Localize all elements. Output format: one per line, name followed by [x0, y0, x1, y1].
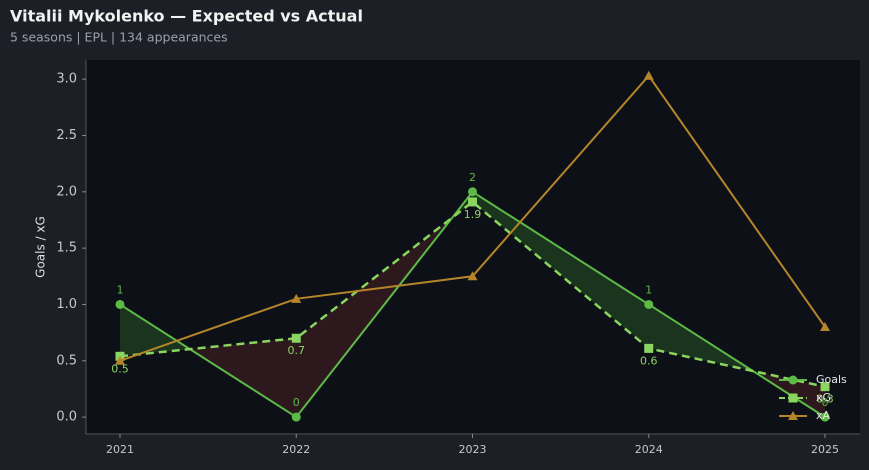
data-label: 1.9: [464, 208, 482, 221]
difference-area: [189, 338, 297, 418]
x-tick-label: 2024: [635, 443, 663, 456]
y-tick-label: 2.5: [56, 128, 77, 143]
chart-subtitle: 5 seasons | EPL | 134 appearances: [10, 30, 228, 45]
legend-marker: [788, 375, 798, 385]
marker: [643, 70, 654, 80]
data-label: 2: [469, 171, 476, 184]
difference-area: [472, 191, 649, 349]
legend-marker: [788, 411, 798, 420]
data-label: 0.3: [816, 393, 834, 406]
series-line: [119, 200, 826, 388]
data-label: 0.7: [288, 344, 306, 357]
y-tick-label: 1.0: [56, 297, 77, 312]
data-label: 0: [822, 396, 829, 409]
marker: [115, 355, 125, 365]
marker: [291, 293, 302, 303]
chart-title: Vitalii Mykolenko — Expected vs Actual: [10, 7, 363, 26]
marker: [644, 343, 654, 353]
marker: [468, 187, 477, 197]
y-tick-label: 1.5: [56, 241, 77, 256]
marker: [291, 333, 301, 343]
legend-label: Goals: [816, 373, 847, 386]
marker: [115, 299, 125, 309]
x-tick-label: 2022: [282, 443, 310, 456]
x-tick-label: 2023: [459, 443, 487, 456]
y-tick-label: 3.0: [56, 72, 77, 87]
marker: [467, 271, 478, 281]
marker: [820, 382, 830, 392]
data-label: 0.5: [111, 362, 129, 375]
x-tick-label: 2025: [811, 443, 839, 456]
marker: [820, 321, 830, 331]
marker: [291, 412, 301, 422]
marker: [820, 412, 830, 422]
legend-label: xG: [816, 391, 831, 404]
y-axis-label: Goals / xG: [34, 216, 48, 278]
plot-area: [86, 60, 860, 434]
x-tick-label: 2021: [106, 443, 134, 456]
data-label: 1: [117, 283, 124, 296]
legend-label: xA: [816, 409, 831, 422]
y-tick-label: 0.0: [56, 410, 77, 425]
marker: [468, 197, 477, 207]
legend-marker: [788, 393, 798, 403]
y-tick-label: 0.5: [56, 353, 77, 368]
marker: [644, 299, 654, 309]
data-label: 0: [293, 396, 300, 409]
data-label: 1: [645, 283, 652, 296]
data-label: 0.6: [640, 354, 658, 367]
y-tick-label: 2.0: [56, 184, 77, 199]
